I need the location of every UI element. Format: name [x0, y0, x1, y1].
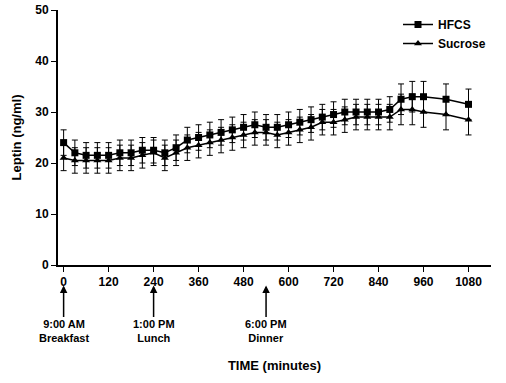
svg-text:Leptin (ng/ml): Leptin (ng/ml) [9, 95, 24, 181]
svg-text:9:00 AMBreakfast: 9:00 AMBreakfast [39, 318, 89, 344]
svg-text:120: 120 [99, 275, 119, 289]
svg-text:TIME (minutes): TIME (minutes) [228, 358, 321, 373]
svg-text:0: 0 [42, 258, 49, 272]
svg-text:720: 720 [324, 275, 344, 289]
svg-text:HFCS: HFCS [438, 18, 471, 32]
svg-text:20: 20 [35, 156, 49, 170]
svg-text:1080: 1080 [455, 275, 482, 289]
svg-text:10: 10 [35, 207, 49, 221]
svg-text:600: 600 [279, 275, 299, 289]
svg-text:840: 840 [369, 275, 389, 289]
svg-text:30: 30 [35, 105, 49, 119]
svg-text:40: 40 [35, 54, 49, 68]
svg-text:50: 50 [35, 3, 49, 17]
svg-text:240: 240 [144, 275, 164, 289]
svg-text:1:00 PMLunch: 1:00 PMLunch [133, 318, 175, 344]
svg-text:360: 360 [189, 275, 209, 289]
svg-text:0: 0 [60, 275, 67, 289]
svg-text:6:00 PMDinner: 6:00 PMDinner [245, 318, 287, 344]
svg-text:Sucrose: Sucrose [438, 37, 486, 51]
svg-text:480: 480 [234, 275, 254, 289]
svg-text:960: 960 [414, 275, 434, 289]
